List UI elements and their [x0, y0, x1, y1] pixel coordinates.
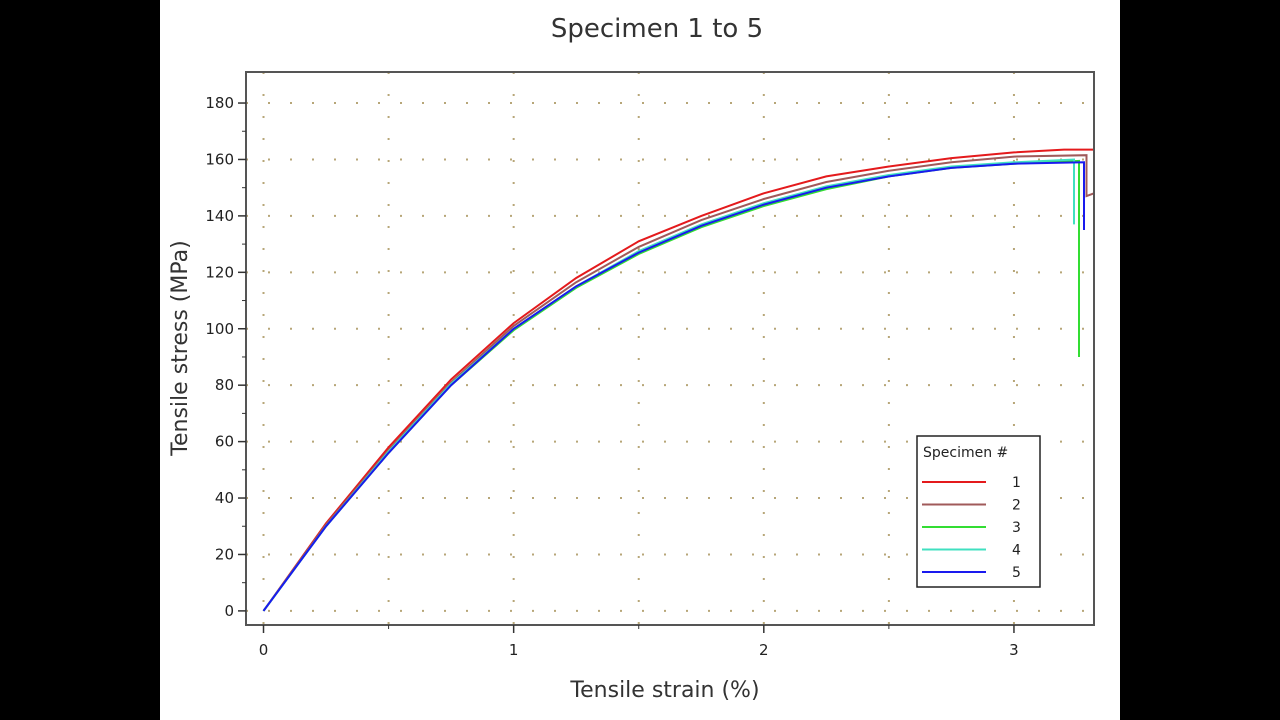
- legend-label-2: 2: [1012, 498, 1021, 514]
- y-axis: 0 20 40 60 80 100 120 140 160 180: [205, 94, 246, 620]
- y-tick-label: 160: [205, 150, 234, 168]
- chart-frame: Specimen 1 to 5 0 20 40 60 80 100 120 140 160 180…: [160, 0, 1120, 720]
- y-tick-label: 20: [215, 545, 234, 563]
- y-axis-label: Tensile stress (MPa): [168, 240, 193, 456]
- x-tick-label: 1: [509, 641, 519, 659]
- y-tick-label: 80: [215, 376, 234, 394]
- plot-border: [245, 71, 1095, 626]
- y-tick-label: 120: [205, 263, 234, 281]
- y-tick-label: 60: [215, 433, 234, 451]
- x-axis: 0 1 2 3: [259, 625, 1019, 659]
- legend-label-3: 3: [1012, 520, 1021, 536]
- legend-label-5: 5: [1012, 565, 1021, 581]
- legend: Specimen # 1 2 3 4 5: [916, 435, 1041, 588]
- series-layer: [262, 148, 1095, 612]
- y-tick-label: 100: [205, 320, 234, 338]
- x-tick-label: 0: [259, 641, 269, 659]
- legend-box: [916, 435, 1041, 588]
- y-tick-label: 140: [205, 207, 234, 225]
- legend-label-1: 1: [1012, 475, 1021, 491]
- legend-label-4: 4: [1012, 543, 1021, 559]
- legend-items: 1 2 3 4 5: [922, 475, 1021, 581]
- series-line-1: [262, 148, 1094, 612]
- y-tick-label: 180: [205, 94, 234, 112]
- y-tick-label: 0: [224, 602, 234, 620]
- legend-title: Specimen #: [923, 445, 1008, 461]
- chart-title: Specimen 1 to 5: [551, 14, 763, 44]
- y-tick-label: 40: [215, 489, 234, 507]
- series-line-5: [262, 161, 1085, 612]
- chart-svg: Specimen 1 to 5 020406080100120140160180…: [168, 14, 1095, 703]
- x-tick-label: 2: [759, 641, 769, 659]
- x-tick-label: 3: [1009, 641, 1019, 659]
- x-axis-label: Tensile strain (%): [569, 678, 759, 703]
